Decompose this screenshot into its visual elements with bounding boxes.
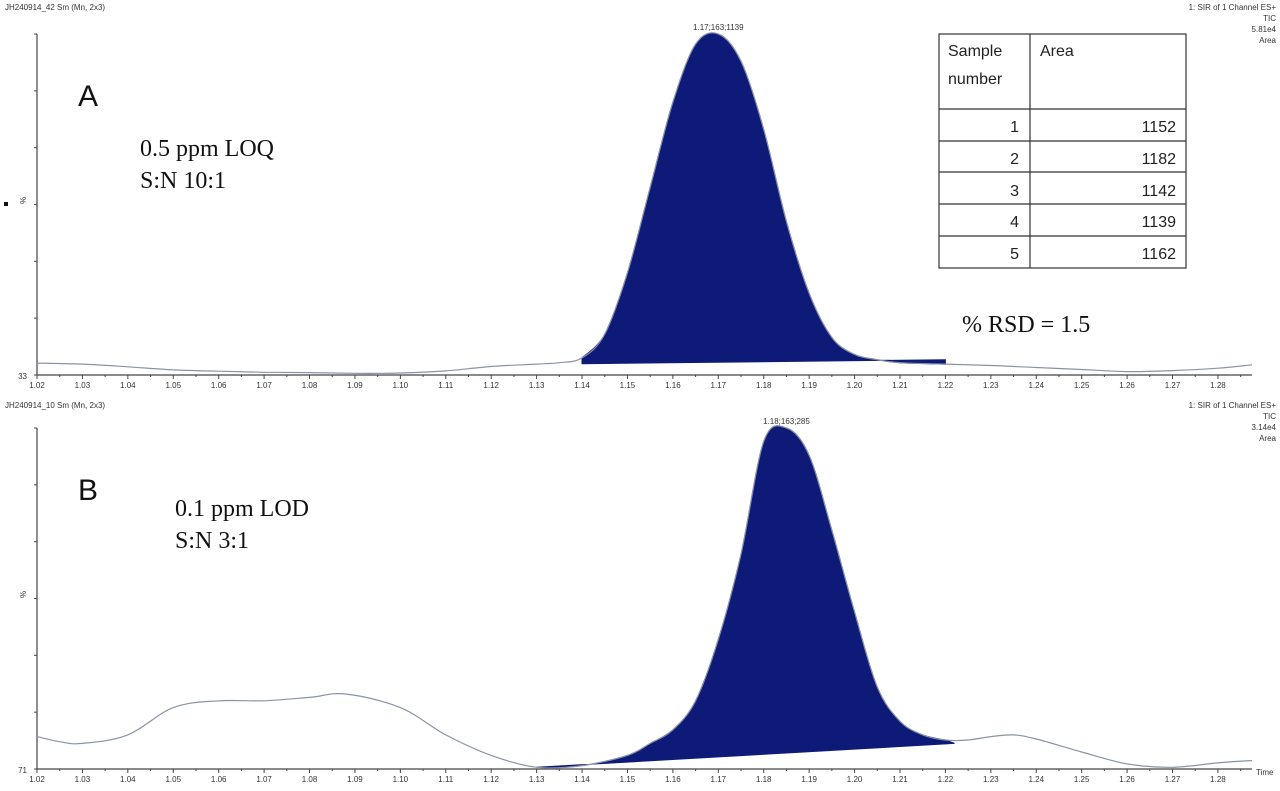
- panel-b-letter: B: [78, 474, 98, 507]
- panel-a-x-tick-label: 1.06: [211, 381, 227, 390]
- panel-b-x-tick-label: 1.02: [29, 775, 45, 784]
- panel-a-marker: [4, 202, 8, 206]
- panel-a-header-right-4: Area: [1259, 36, 1276, 45]
- panel-a-annotation-2: S:N 10:1: [140, 168, 226, 194]
- panel-b-x-tick-label: 1.07: [256, 775, 272, 784]
- table-cell-sample-2: 2: [1010, 151, 1019, 168]
- panel-a-x-tick-label: 1.14: [574, 381, 590, 390]
- panel-b-header-left: JH240914_10 Sm (Mn, 2x3): [5, 401, 105, 410]
- panel-a-x-tick-label: 1.04: [120, 381, 136, 390]
- panel-b-x-tick-label: 1.23: [983, 775, 999, 784]
- panel-a-x-tick-label: 1.03: [75, 381, 91, 390]
- table-cell-area-4: 1139: [1142, 214, 1177, 231]
- panel-a-x-tick-label: 1.15: [620, 381, 636, 390]
- panel-a-x-tick-label: 1.02: [29, 381, 45, 390]
- panel-a-rsd-text: % RSD = 1.5: [962, 312, 1090, 338]
- panel-b-annotation-2: S:N 3:1: [175, 528, 249, 554]
- panel-a-x-tick-label: 1.21: [892, 381, 908, 390]
- panel-b-x-tick-label: 1.06: [211, 775, 227, 784]
- panel-a-x-tick-label: 1.09: [347, 381, 363, 390]
- panel-b-x-tick-label: 1.24: [1028, 775, 1044, 784]
- table-header-area: Area: [1040, 43, 1074, 60]
- table-header-sample-line1: Sample: [948, 43, 1002, 60]
- panel-b-header-right-2: TIC: [1263, 412, 1276, 421]
- panel-b-trace-line: [36, 425, 1253, 769]
- panel-a-x-tick-label: 1.10: [393, 381, 409, 390]
- panel-a-x-tick-label: 1.07: [256, 381, 272, 390]
- panel-b-x-tick-label: 1.08: [302, 775, 318, 784]
- panel-b-peak-area: [536, 425, 955, 768]
- panel-a-x-tick-label: 1.19: [801, 381, 817, 390]
- panel-b-x-tick-label: 1.13: [529, 775, 545, 784]
- panel-b-x-tick-label: 1.21: [892, 775, 908, 784]
- panel-a-x-tick-label: 1.05: [165, 381, 181, 390]
- panel-b-header-right-1: 1: SIR of 1 Channel ES+: [1189, 401, 1277, 410]
- panel-b-x-tick-label: 1.04: [120, 775, 136, 784]
- panel-b-y-min-label: 71: [18, 766, 27, 775]
- panel-a-trace-line: [36, 32, 1253, 374]
- table-cell-area-3: 1142: [1142, 183, 1177, 200]
- panel-a-x-tick-label: 1.18: [756, 381, 772, 390]
- panel-b-x-tick-label: 1.18: [756, 775, 772, 784]
- panel-b-header-right-3: 3.14e4: [1252, 423, 1277, 432]
- table-cell-area-5: 1162: [1142, 246, 1177, 263]
- panel-b-x-tick-label: 1.10: [393, 775, 409, 784]
- panel-b-x-tick-label: 1.28: [1210, 775, 1226, 784]
- panel-b-x-tick-label: 1.11: [438, 775, 454, 784]
- panel-b-x-tick-label: 1.25: [1074, 775, 1090, 784]
- panel-b-x-tick-label: 1.14: [574, 775, 590, 784]
- panel-a-y-min-label: 33: [18, 372, 27, 381]
- panel-b-x-tick-label: 1.05: [165, 775, 181, 784]
- panel-a-x-tick-label: 1.23: [983, 381, 999, 390]
- panel-a-x-tick-label: 1.16: [665, 381, 681, 390]
- table-cell-area-1: 1152: [1142, 119, 1177, 136]
- panel-a-x-tick-label: 1.17: [711, 381, 727, 390]
- panel-a-x-tick-label: 1.08: [302, 381, 318, 390]
- panel-a-x-tick-label: 1.26: [1119, 381, 1135, 390]
- panel-a-x-tick-label: 1.20: [847, 381, 863, 390]
- panel-a-x-tick-label: 1.27: [1165, 381, 1181, 390]
- panel-b-x-tick-label: 1.20: [847, 775, 863, 784]
- panel-a-header-left: JH240914_42 Sm (Mn, 2x3): [5, 3, 105, 12]
- panel-a-letter: A: [78, 80, 98, 113]
- panel-a-header-right-2: TIC: [1263, 14, 1276, 23]
- panel-b-x-tick-label: 1.16: [665, 775, 681, 784]
- panel-b-y-axis-label: %: [19, 591, 28, 598]
- panel-a-x-tick-label: 1.22: [938, 381, 954, 390]
- table-cell-sample-1: 1: [1010, 119, 1019, 136]
- panel-a-x-tick-label: 1.25: [1074, 381, 1090, 390]
- panel-b-peak-label: 1.18;163;285: [763, 417, 810, 426]
- panel-a-annotation-1: 0.5 ppm LOQ: [140, 136, 274, 162]
- panel-a-x-tick-label: 1.12: [483, 381, 499, 390]
- panel-a-header-right-1: 1: SIR of 1 Channel ES+: [1189, 3, 1277, 12]
- panel-a-x-tick-label: 1.11: [438, 381, 454, 390]
- panel-a-header-right-3: 5.81e4: [1252, 25, 1277, 34]
- table-cell-sample-5: 5: [1010, 246, 1019, 263]
- panel-b-x-tick-label: 1.12: [483, 775, 499, 784]
- panel-a-x-tick-label: 1.28: [1210, 381, 1226, 390]
- table-header-sample-line2: number: [948, 71, 1003, 88]
- panel-b-x-tick-label: 1.17: [711, 775, 727, 784]
- panel-b-x-tick-label: 1.15: [620, 775, 636, 784]
- table-cell-sample-3: 3: [1010, 183, 1019, 200]
- panel-b-x-tick-label: 1.09: [347, 775, 363, 784]
- panel-a-peak-area: [581, 32, 946, 365]
- panel-b-annotation-1: 0.1 ppm LOD: [175, 496, 309, 522]
- panel-b-x-tick-label: 1.26: [1119, 775, 1135, 784]
- table-cell-sample-4: 4: [1010, 214, 1019, 231]
- table-cell-area-2: 1182: [1142, 151, 1177, 168]
- panel-a-y-axis-label: %: [19, 197, 28, 204]
- sample-area-table: Sample number Area 1 1152 2 1182 3 1142 …: [938, 33, 1187, 269]
- panel-a-x-tick-label: 1.24: [1028, 381, 1044, 390]
- panel-b-x-tick-label: 1.19: [801, 775, 817, 784]
- panel-b-x-tick-label: 1.22: [938, 775, 954, 784]
- panel-a-peak-label: 1.17;163;1139: [693, 23, 744, 32]
- panel-b-x-axis-label: Time: [1256, 768, 1274, 777]
- panel-b-x-tick-label: 1.27: [1165, 775, 1181, 784]
- panel-b-header-right-4: Area: [1259, 434, 1276, 443]
- panel-a-x-tick-label: 1.13: [529, 381, 545, 390]
- panel-b-x-tick-label: 1.03: [75, 775, 91, 784]
